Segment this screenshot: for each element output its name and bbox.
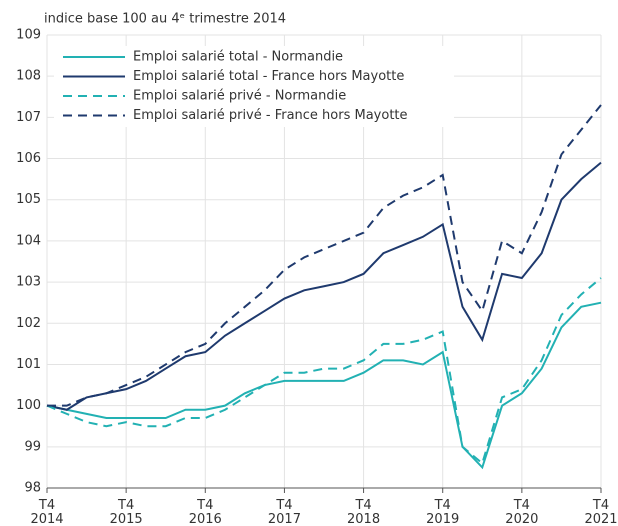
y-tick-label: 99 <box>24 439 41 454</box>
y-tick-label: 108 <box>16 69 41 84</box>
x-tick-label-line: T4 <box>117 498 134 513</box>
x-tick-label-line: 2017 <box>268 512 301 526</box>
y-tick-label: 107 <box>16 110 41 125</box>
x-tick-label-line: 2018 <box>347 512 380 526</box>
x-tick-label-line: T4 <box>38 498 55 513</box>
x-tick-label-line: T4 <box>196 498 213 513</box>
series-line <box>47 104 602 407</box>
y-tick-label: 105 <box>16 192 41 207</box>
x-tick-label-line: T4 <box>434 498 451 513</box>
x-tick-label: T4 2021 <box>584 498 617 526</box>
chart-title: indice base 100 au 4ᵉ trimestre 2014 <box>44 12 286 27</box>
y-tick-label: 102 <box>16 316 41 331</box>
series-line <box>46 161 602 411</box>
x-tick-label-line: 2015 <box>110 512 143 526</box>
series-line <box>46 277 602 466</box>
x-tick-label-line: 2019 <box>426 512 459 526</box>
x-tick-label: T4 2015 <box>110 498 143 526</box>
x-tick-label: T4 2014 <box>30 498 63 526</box>
y-tick-label: 109 <box>16 28 41 43</box>
x-tick-label-line: T4 <box>275 498 292 513</box>
y-tick-label: 106 <box>16 151 41 166</box>
y-tick-label: 101 <box>16 357 41 372</box>
x-tick-label: T4 2018 <box>347 498 380 526</box>
series-line <box>46 301 602 470</box>
x-tick-label-line: 2021 <box>584 512 617 526</box>
x-tick-label-line: T4 <box>354 498 371 513</box>
x-tick-label-line: 2016 <box>189 512 222 526</box>
x-tick-label: T4 2016 <box>189 498 222 526</box>
y-tick-label: 100 <box>16 398 41 413</box>
legend-label: Emploi salarié total - Normandie <box>133 50 343 65</box>
y-tick-label: 104 <box>16 233 41 248</box>
x-tick-label-line: T4 <box>513 498 530 513</box>
x-tick-label-line: 2020 <box>505 512 538 526</box>
legend-label: Emploi salarié total - France hors Mayot… <box>133 69 404 84</box>
x-tick-label: T4 2017 <box>268 498 301 526</box>
x-tick-label: T4 2020 <box>505 498 538 526</box>
y-tick-label: 103 <box>16 275 41 290</box>
legend-label: Emploi salarié privé - Normandie <box>133 89 346 104</box>
x-tick-label: T4 2019 <box>426 498 459 526</box>
legend-box <box>54 46 454 127</box>
x-tick-label-line: 2014 <box>30 512 63 526</box>
y-tick-label: 98 <box>24 481 41 496</box>
legend-label: Emploi salarié privé - France hors Mayot… <box>133 108 408 123</box>
x-tick-label-line: T4 <box>592 498 609 513</box>
